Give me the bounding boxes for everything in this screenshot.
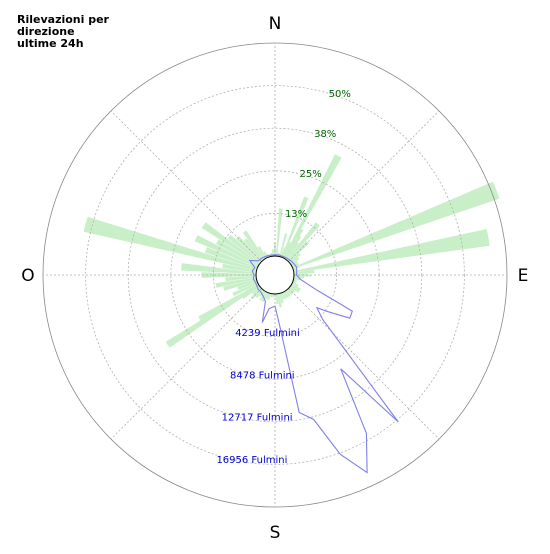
grid-spoke <box>110 110 262 262</box>
direction-label: S <box>270 523 281 543</box>
percent-spike <box>292 181 500 269</box>
percent-bar <box>181 263 257 275</box>
percent-bar <box>201 272 257 278</box>
percent-spike <box>284 235 302 260</box>
count-tick-label: 16956 Fulmini <box>216 455 287 466</box>
percent-spike <box>276 208 283 257</box>
percent-bar <box>282 241 292 259</box>
percent-bar <box>291 283 301 291</box>
percent-tick-label: 38% <box>314 129 336 140</box>
percent-bar <box>83 216 257 271</box>
percent-bar <box>255 289 264 299</box>
percent-spike <box>279 233 288 257</box>
percent-bar <box>283 228 304 259</box>
percent-bar <box>293 279 297 282</box>
percent-bar <box>267 293 271 301</box>
grid-spoke <box>288 110 440 262</box>
percent-bar <box>293 270 315 275</box>
chart-title: Rilevazioni per direzione ultime 24h <box>17 13 109 50</box>
percent-bar <box>279 293 284 304</box>
percent-bar <box>237 280 258 290</box>
percent-bar <box>292 280 297 284</box>
percent-bar <box>282 291 287 299</box>
percent-bar <box>285 290 291 297</box>
percent-bar <box>293 229 490 273</box>
percent-bar <box>215 239 259 267</box>
count-tick-label: 12717 Fulmini <box>222 413 293 424</box>
direction-label: O <box>21 266 34 286</box>
percent-bar <box>223 279 257 291</box>
count-tick-label: 4239 Fulmini <box>235 328 300 339</box>
percent-bar <box>201 222 260 265</box>
percent-bar <box>242 230 265 260</box>
percent-bar <box>272 293 275 298</box>
percent-bar <box>204 247 258 270</box>
count-line-group <box>248 254 399 474</box>
percent-spike <box>283 154 342 259</box>
labels-group: 13% 25% 38% 50% 4239 Fulmini 8478 Fulmini 1271… <box>21 14 528 543</box>
percent-bar <box>232 282 259 297</box>
percent-tick-label: 50% <box>329 89 351 100</box>
grid-ring <box>127 127 423 423</box>
grid-ring <box>212 212 337 337</box>
percent-bar <box>275 293 279 305</box>
percent-bar <box>265 292 270 300</box>
percent-bar <box>270 293 273 298</box>
percent-bars-group <box>83 154 500 348</box>
direction-label: N <box>269 14 282 34</box>
grid-spoke <box>110 288 262 440</box>
percent-bar <box>243 238 264 261</box>
percent-spike <box>165 284 260 348</box>
percent-bar <box>289 253 301 264</box>
percent-spike <box>286 236 308 261</box>
percent-bar <box>225 275 257 282</box>
percent-bar <box>215 277 257 288</box>
percent-spike <box>281 196 309 258</box>
percent-bar <box>251 286 261 295</box>
grid-spoke <box>288 288 440 440</box>
percent-spike <box>198 284 259 321</box>
percent-tick-label: 13% <box>285 209 307 220</box>
count-tick-label: 8478 Fulmini <box>230 370 295 381</box>
grid-group <box>42 42 508 508</box>
percent-bar <box>291 282 299 287</box>
percent-bar <box>283 291 289 298</box>
percent-bar <box>227 234 261 264</box>
percent-bar <box>290 285 300 293</box>
percent-bar <box>257 246 267 259</box>
grid-ring <box>85 85 465 465</box>
direction-label: E <box>518 266 529 286</box>
percent-bar <box>293 268 297 271</box>
percent-bar <box>222 263 257 273</box>
percent-bar <box>277 293 282 308</box>
percent-bar <box>273 242 277 257</box>
center-circle <box>255 255 295 295</box>
percent-bar <box>280 292 285 300</box>
percent-bar <box>289 286 296 293</box>
percent-tick-label: 25% <box>300 169 322 180</box>
count-series-line <box>248 254 399 474</box>
percent-bar <box>285 241 299 260</box>
percent-bar <box>261 291 268 302</box>
percent-bar <box>194 235 259 268</box>
percent-bar <box>241 285 260 299</box>
percent-bar <box>286 289 293 296</box>
